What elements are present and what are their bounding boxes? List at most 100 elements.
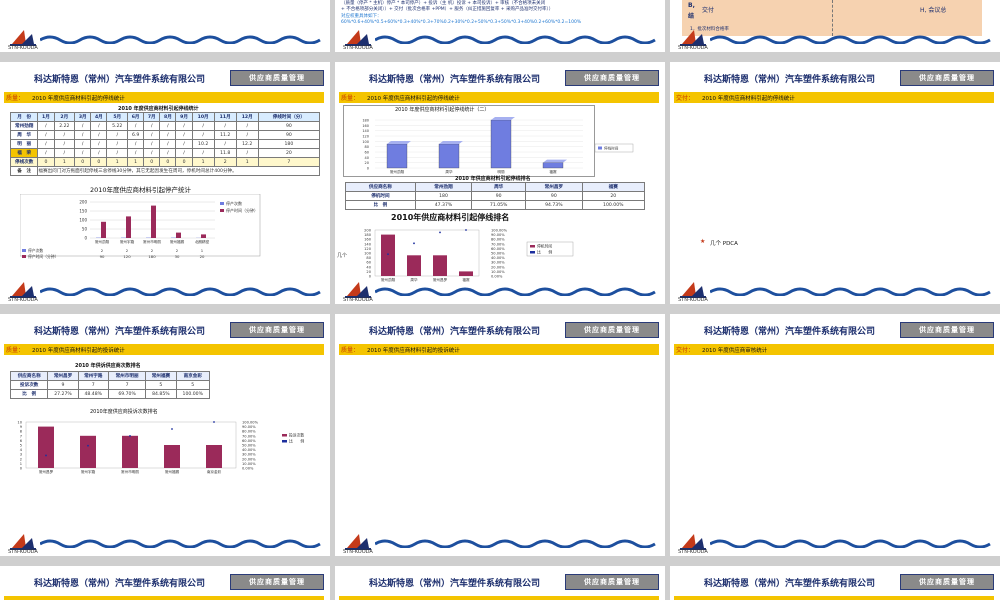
table-cell: 投诉次数 — [9, 380, 49, 390]
company-name: 科达斯特恩（常州）汽车塑件系统有限公司 — [34, 75, 206, 85]
table-row: 供应商名称 常州昌罗 常州宇路 常州市明丽 常州福赛 南京金彩 — [9, 371, 211, 381]
category-label: 南京金彩 — [207, 469, 222, 474]
table-row: 明 丽 / / / / / / / //10.2/12.2 180 — [9, 139, 321, 149]
data-label-time: 120 — [123, 254, 131, 259]
table-row: 停线次数 0 1 0 0 1 1 0 0 0 1 2 1 7 — [9, 157, 321, 167]
table-cell: 180 — [257, 139, 321, 149]
slide-partial-top-1[interactable]: STN-KOODA — [0, 0, 330, 52]
table-cell: 10.2 — [191, 139, 215, 149]
table-row: 比 例 27.27% 48.48% 69.70% 84.85% 100.00% — [9, 389, 211, 399]
slide-header: 科达斯特恩（常州）汽车塑件系统有限公司 供应商质量管理 — [670, 320, 1000, 342]
tick-label: 2 — [20, 457, 22, 461]
table-cell: 90 — [257, 130, 321, 140]
slide-stoppage-stats-1[interactable]: 科达斯特恩（常州）汽车塑件系统有限公司 供应商质量管理 质量： 2010 年度供… — [0, 62, 330, 304]
bar-top — [439, 141, 463, 144]
slide-header: 科达斯特恩（常州）汽车塑件系统有限公司 供应商质量管理 — [335, 68, 665, 90]
slide-partial-bottom-3[interactable]: 科达斯特恩（常州）汽车塑件系统有限公司 供应商质量管理 — [670, 566, 1000, 600]
wave-decoration — [375, 35, 656, 44]
legend-swatch — [220, 202, 224, 205]
logo-text: STN-KOODA — [8, 45, 38, 51]
tick-label-right: 60.00% — [491, 247, 505, 251]
table-caption: 2010 年供诉供应商次数排名 — [75, 363, 141, 369]
table-cell: 常州劲翔 — [414, 182, 473, 192]
bar-time — [151, 205, 156, 238]
table-cell: / — [53, 130, 76, 140]
table-cell: 1 — [53, 157, 76, 167]
table-cell: / — [106, 148, 129, 158]
tick-label: 8 — [20, 430, 23, 434]
section-title: 2010 年度供应商材料引起的投诉统计 — [32, 347, 125, 354]
slide-pdca[interactable]: 科达斯特恩（常州）汽车塑件系统有限公司 供应商质量管理 交付： 2010 年度供… — [670, 62, 1000, 304]
table-cell: 停线次数 — [9, 157, 39, 167]
bar — [164, 445, 180, 468]
table-cell: 常州宇路 — [77, 371, 109, 381]
slide-partial-bottom-1[interactable]: 科达斯特恩（常州）汽车塑件系统有限公司 供应商质量管理 — [0, 566, 330, 600]
company-name: 科达斯特恩（常州）汽车塑件系统有限公司 — [704, 579, 876, 589]
table-cell: / — [74, 139, 92, 149]
chart-title: 2010 年度供应商材料引起停线统计（二） — [395, 107, 490, 113]
tick-label: 150 — [79, 209, 87, 214]
tick-label-right: 40.00% — [242, 448, 256, 452]
logo-text: STN-KOODA — [8, 549, 38, 555]
slide-partial-bottom-2[interactable]: 科达斯特恩（常州）汽车塑件系统有限公司 供应商质量管理 — [335, 566, 665, 600]
legend-box — [594, 143, 634, 153]
slide-header: 科达斯特恩（常州）汽车塑件系统有限公司 供应商质量管理 — [0, 572, 330, 594]
table-cell: / — [74, 121, 92, 131]
tick-label-right: 10.00% — [242, 462, 256, 466]
tick-label-right: 50.00% — [242, 444, 256, 448]
slide-stoppage-stats-2[interactable]: 科达斯特恩（常州）汽车塑件系统有限公司 供应商质量管理 质量： 2010 年度供… — [335, 62, 665, 304]
slide-audit-stats[interactable]: 科达斯特恩（常州）汽车塑件系统有限公司 供应商质量管理 交付： 2010 年度供… — [670, 314, 1000, 556]
section-bar: 质量： 2010 年度供应商材料引起的投诉统计 — [4, 344, 324, 355]
table-row: 比 例 47.37% 71.05% 94.73% 100.00% — [345, 200, 646, 210]
bar — [438, 143, 460, 169]
company-logo-icon — [345, 30, 371, 46]
table-cell: 100.00% — [581, 200, 646, 210]
tick-label-right: 80.00% — [242, 430, 256, 434]
logo-text: STN-KOODA — [343, 45, 373, 51]
table-cell: / — [127, 121, 145, 131]
slide-header: 科达斯特恩（常州）汽车塑件系统有限公司 供应商质量管理 — [0, 68, 330, 90]
tick-label: 9 — [20, 425, 23, 429]
tick-label: 100 — [79, 218, 87, 223]
section-bar: 质量： 2010 年度供应商材料引起的投诉统计 — [339, 344, 659, 355]
slide-partial-top-3[interactable]: B, 交付 结 H, 会议总 1．批次材料合格率 STN-KOODA — [670, 0, 1000, 52]
data-label-count: 2 — [126, 248, 129, 253]
data-label-count: 1 — [201, 248, 204, 253]
table-cell: 停线时间（分） — [257, 112, 321, 122]
table-cell: 常州劲翔 — [9, 121, 39, 131]
slide-partial-top-2[interactable]: （质量（停产 * 主机）停产 * 本司停产）+ 投诉（主 机）投诉 + 本司投诉… — [335, 0, 665, 52]
wave-decoration — [710, 539, 991, 548]
table-cell: 周 华 — [9, 130, 39, 140]
table-cell: 1 — [106, 157, 129, 167]
logo-text: STN-KOODA — [678, 549, 708, 555]
table-cell: 6.9 — [127, 130, 145, 140]
table-cell: 南京金彩 — [175, 371, 211, 381]
tick-label: 100 — [362, 140, 369, 144]
section-title: 2010 年度供应商材料引起的停线统计 — [367, 95, 460, 102]
company-logo-icon — [10, 282, 36, 298]
wave-decoration — [710, 35, 991, 44]
table-cell: / — [74, 130, 92, 140]
tick-label: 4 — [20, 448, 23, 452]
table-cell: 0 — [143, 157, 161, 167]
table-cell: 0 — [159, 157, 177, 167]
tick-label: 80 — [365, 145, 369, 149]
category-label: 常州昌罗 — [39, 469, 54, 474]
slide-footer: STN-KOODA — [0, 26, 330, 52]
category-label: 常州市明丽 — [121, 469, 139, 474]
tick-label: 20 — [366, 270, 371, 274]
dept-badge: 供应商质量管理 — [565, 322, 659, 338]
table-cell: 90 — [471, 191, 527, 201]
wave-decoration — [40, 539, 321, 548]
label-jiaofu: 交付 — [702, 7, 715, 14]
company-logo-icon — [345, 534, 371, 550]
table-cell: / — [53, 139, 76, 149]
table-cell: / — [127, 139, 145, 149]
tick-label: 20 — [365, 161, 369, 165]
slide-complaint-stats[interactable]: 科达斯特恩（常州）汽车塑件系统有限公司 供应商质量管理 质量： 2010 年度供… — [0, 314, 330, 556]
complaint-table: 供应商名称 常州昌罗 常州宇路 常州市明丽 常州福赛 南京金彩 投诉次数 9 7 7 5 5 比 例 27… — [9, 371, 211, 399]
tick-label-right: 90.00% — [242, 425, 256, 429]
table-cell: 1 — [235, 157, 259, 167]
slide-complaint-blank[interactable]: 科达斯特恩（常州）汽车塑件系统有限公司 供应商质量管理 质量： 2010 年度供… — [335, 314, 665, 556]
company-logo-icon — [345, 282, 371, 298]
